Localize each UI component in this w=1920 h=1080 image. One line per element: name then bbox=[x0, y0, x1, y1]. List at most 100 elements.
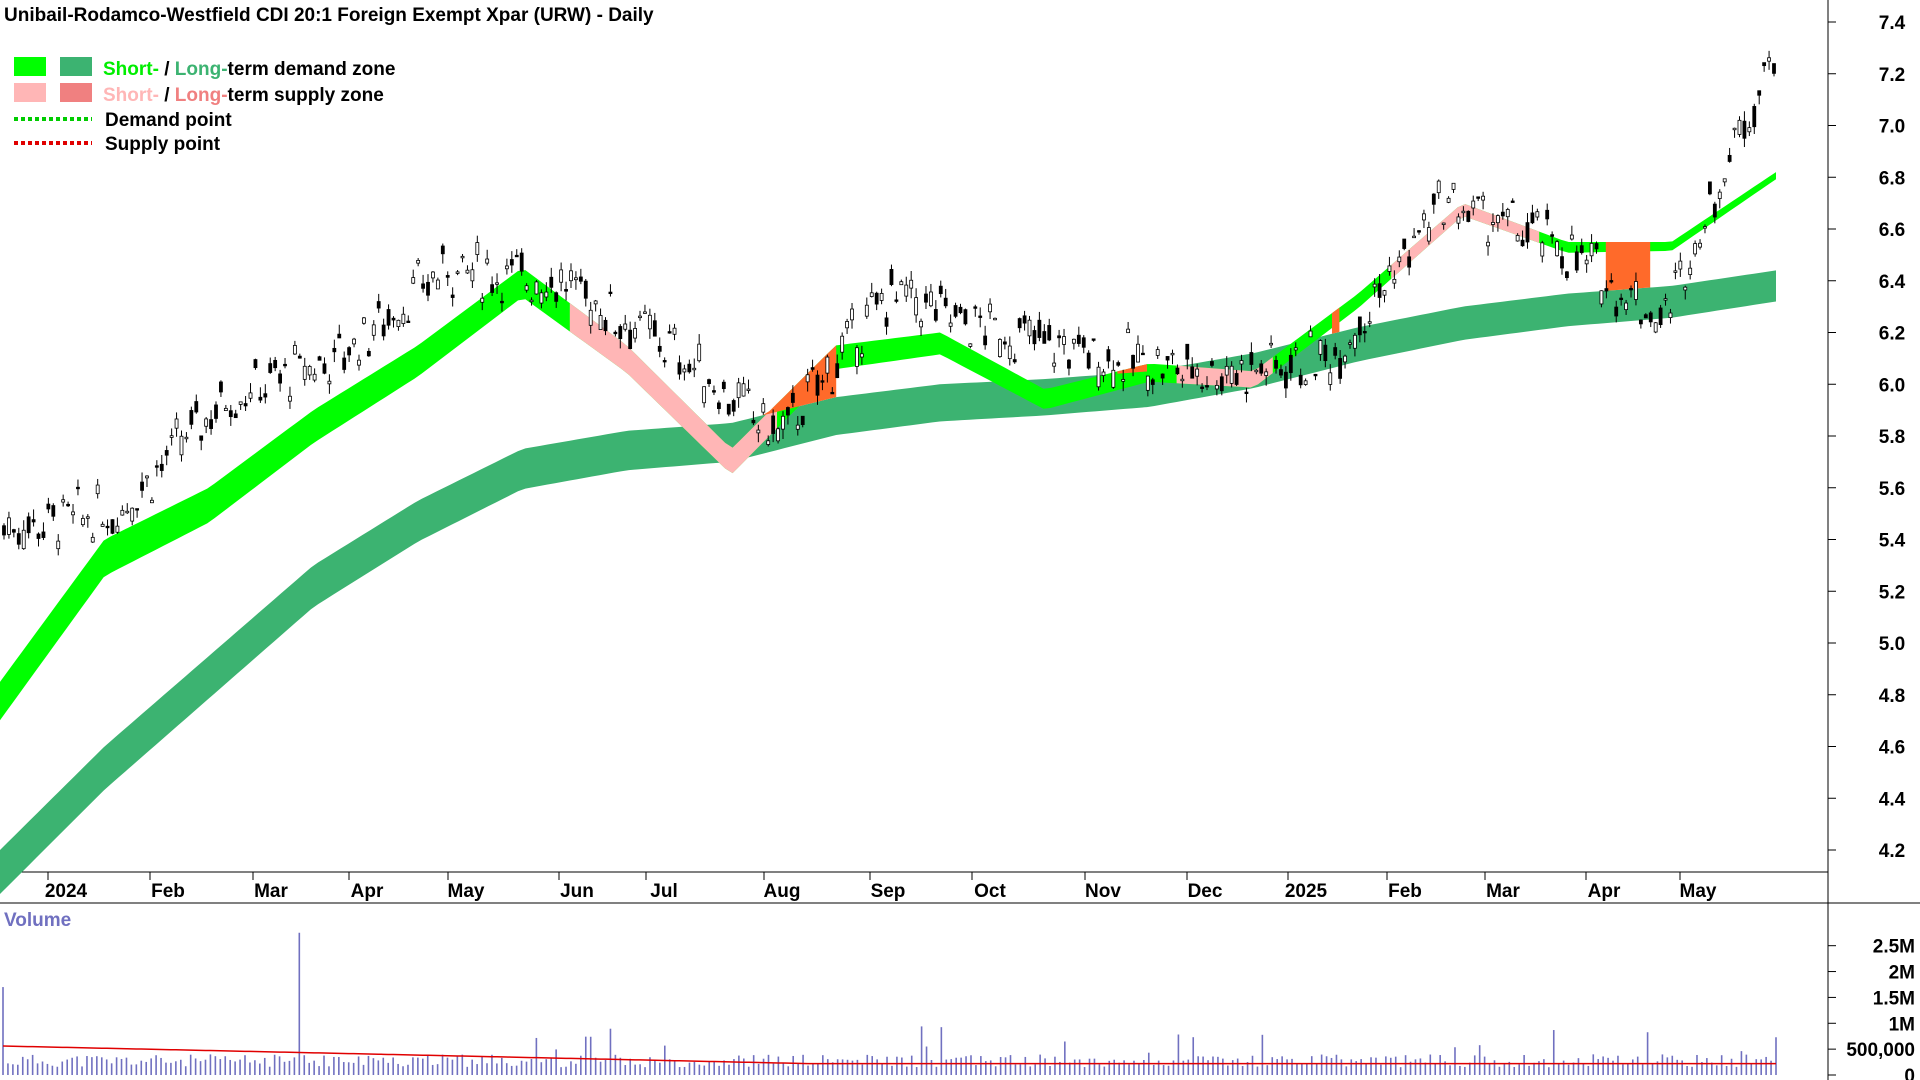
candle-body bbox=[1224, 365, 1229, 376]
candle-body bbox=[756, 429, 761, 434]
date-tick-label: Jun bbox=[560, 881, 594, 902]
candle-body bbox=[899, 281, 904, 286]
candle-body bbox=[894, 299, 899, 302]
candle-body bbox=[288, 395, 292, 402]
candle-body bbox=[26, 516, 31, 534]
candle-body bbox=[514, 254, 519, 258]
candle-body bbox=[1757, 90, 1762, 96]
candle-body bbox=[815, 374, 820, 396]
candle-body bbox=[1101, 371, 1106, 376]
candle-body bbox=[549, 276, 554, 288]
price-tick-label: 7.0 bbox=[1879, 117, 1905, 138]
demand-supply-zones bbox=[0, 172, 1776, 894]
candle-body bbox=[692, 367, 697, 371]
candle-body bbox=[1530, 212, 1535, 224]
candle-body bbox=[1283, 371, 1288, 389]
candle-body bbox=[416, 260, 421, 264]
price-tick-label: 6.8 bbox=[1879, 168, 1905, 189]
candle-body bbox=[874, 292, 879, 305]
candle-body bbox=[1387, 265, 1392, 272]
candle-body bbox=[588, 309, 593, 326]
candle-body bbox=[1377, 283, 1382, 298]
date-tick-label: Feb bbox=[151, 881, 185, 902]
candle-body bbox=[1476, 196, 1481, 199]
candle-body bbox=[569, 270, 573, 282]
candle-body bbox=[1175, 367, 1180, 375]
candle-body bbox=[100, 523, 105, 527]
candle-body bbox=[879, 293, 884, 301]
candle-body bbox=[1071, 338, 1076, 344]
candle-body bbox=[1298, 374, 1303, 386]
candle-body bbox=[1012, 359, 1017, 363]
candle-body bbox=[391, 317, 396, 321]
candle-body bbox=[268, 363, 273, 373]
candle-body bbox=[337, 333, 342, 339]
candle-body bbox=[56, 540, 61, 550]
legend-short-demand-swatch bbox=[14, 57, 46, 76]
price-axis-ticks: 7.4 7.2 7.0 6.8 6.6 6.4 6.2 6.0 5.8 5.6 5.4 5.2 5.0 4… bbox=[1828, 13, 1906, 862]
date-tick-label: May bbox=[448, 881, 485, 902]
candle-body bbox=[194, 401, 199, 413]
candle-body bbox=[1619, 297, 1624, 301]
candle-body bbox=[978, 315, 983, 318]
candle-body bbox=[1116, 362, 1121, 366]
candle-body bbox=[845, 321, 849, 329]
candle-body bbox=[263, 393, 268, 398]
candle-body bbox=[1436, 180, 1441, 194]
candle-body bbox=[943, 297, 948, 307]
candle-body bbox=[1042, 331, 1047, 344]
candle-body bbox=[386, 309, 391, 326]
candle-body bbox=[1648, 312, 1653, 323]
candle-body bbox=[500, 300, 504, 304]
candle-body bbox=[707, 379, 711, 385]
candle-body bbox=[544, 291, 549, 298]
candle-body bbox=[825, 356, 830, 374]
candle-body bbox=[1338, 358, 1343, 379]
candle-body bbox=[51, 505, 56, 517]
candle-body bbox=[1417, 230, 1421, 233]
volume-label: Volume bbox=[4, 910, 71, 931]
volume-tick-label: 1M bbox=[1889, 1014, 1915, 1035]
candle-body bbox=[884, 317, 889, 327]
candle-body bbox=[110, 519, 115, 534]
candle-body bbox=[1589, 242, 1594, 257]
candle-body bbox=[204, 418, 209, 427]
candle-body bbox=[16, 533, 21, 545]
short-term-supply-zone bbox=[1391, 204, 1540, 279]
candle-body bbox=[135, 508, 140, 511]
candle-body bbox=[401, 313, 406, 324]
candle-body bbox=[1722, 178, 1727, 183]
candle-body bbox=[1402, 238, 1407, 249]
candle-body bbox=[1372, 283, 1377, 288]
candle-body bbox=[199, 435, 204, 441]
candle-body bbox=[1678, 260, 1683, 270]
candle-body bbox=[1550, 234, 1555, 237]
candle-body bbox=[608, 291, 613, 295]
candle-body bbox=[327, 380, 332, 385]
candle-body bbox=[712, 390, 716, 393]
candle-body bbox=[214, 404, 218, 419]
candle-body bbox=[2, 525, 6, 536]
candle-body bbox=[1772, 63, 1776, 74]
volume-tick-label: 0 bbox=[1904, 1066, 1915, 1080]
candle-body bbox=[1752, 106, 1757, 128]
candle-body bbox=[1599, 290, 1604, 305]
candle-body bbox=[924, 293, 928, 303]
candle-body bbox=[322, 363, 327, 374]
candle-body bbox=[677, 362, 682, 375]
candle-body bbox=[914, 297, 919, 316]
date-tick-label: Aug bbox=[764, 881, 801, 902]
volume-tick-label: 2M bbox=[1889, 963, 1915, 984]
candle-body bbox=[1062, 336, 1066, 345]
candle-body bbox=[219, 381, 223, 393]
candle-body bbox=[761, 403, 766, 413]
candle-body bbox=[1096, 366, 1101, 388]
candle-body bbox=[702, 386, 707, 404]
price-tick-label: 6.4 bbox=[1879, 272, 1906, 293]
price-tick-label: 5.6 bbox=[1879, 479, 1905, 500]
candle-body bbox=[938, 285, 943, 295]
candle-body bbox=[1747, 127, 1752, 133]
candle-body bbox=[150, 499, 154, 504]
candle-body bbox=[36, 533, 41, 539]
candle-body bbox=[519, 252, 524, 272]
